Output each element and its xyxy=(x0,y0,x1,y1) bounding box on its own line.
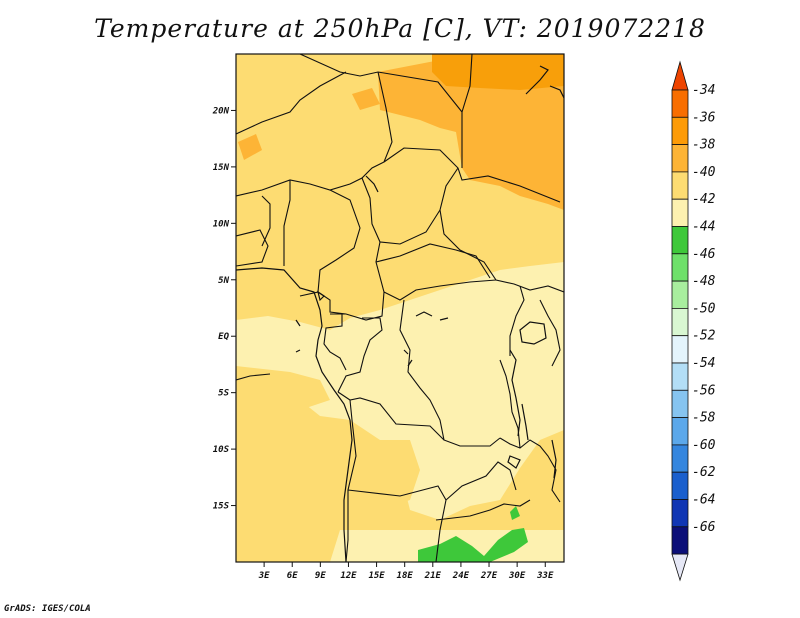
colorbar-label: -48 xyxy=(692,274,716,289)
lat-tick-label: 5N xyxy=(218,276,229,286)
colorbar-swatch xyxy=(671,335,689,364)
lat-tick-label: EQ xyxy=(218,332,229,342)
colorbar-label: -56 xyxy=(692,383,716,398)
colorbar-label: -66 xyxy=(692,520,716,535)
lon-tick-label: 12E xyxy=(340,571,357,581)
lon-tick-label: 6E xyxy=(287,571,298,581)
colorbar-swatch xyxy=(671,226,689,255)
map-title: Temperature at 250hPa [C], VT: 201907221… xyxy=(94,14,706,43)
colorbar-swatch xyxy=(671,499,689,528)
colorbar-top-triangle xyxy=(671,60,689,91)
field-band-40-mid xyxy=(236,222,564,300)
colorbar-label: -36 xyxy=(692,110,716,125)
longitude-axis: 3E 6E 9E 12E 15E 18E 21E 24E 27E 30E 33E xyxy=(258,562,554,581)
lon-tick-label: 18E xyxy=(397,571,414,581)
colorbar-swatch xyxy=(671,171,689,200)
field-band-40-west xyxy=(236,366,330,414)
colorbar-swatch xyxy=(671,144,689,173)
colorbar-label: -62 xyxy=(692,465,716,480)
lon-tick-label: 9E xyxy=(315,571,326,581)
lon-tick-label: 30E xyxy=(508,571,526,581)
field-band-42 xyxy=(236,262,564,520)
lat-tick-label: 15S xyxy=(213,502,230,512)
colorbar-bottom-triangle xyxy=(671,553,689,582)
colorbar-label: -52 xyxy=(692,329,716,344)
colorbar-label: -50 xyxy=(692,301,716,316)
colorbar-swatch xyxy=(671,253,689,282)
latitude-axis: 20N 15N 10N 5N EQ 5S 10S 15S xyxy=(212,106,236,512)
field-band-38 xyxy=(378,54,564,210)
lon-tick-label: 24E xyxy=(452,571,470,581)
colorbar-swatch xyxy=(671,198,689,227)
field-band-40-south xyxy=(236,520,340,562)
grads-credit: GrADS: IGES/COLA xyxy=(4,604,91,614)
lon-tick-label: 3E xyxy=(258,571,270,581)
lat-tick-label: 10N xyxy=(213,219,230,229)
colorbar-swatch xyxy=(671,471,689,500)
field-band-40-se xyxy=(360,440,420,510)
colorbar-label: -40 xyxy=(692,165,716,180)
colorbar-label: -38 xyxy=(692,138,716,153)
lon-tick-label: 21E xyxy=(424,571,442,581)
colorbar-swatch xyxy=(671,89,689,118)
colorbar-swatch xyxy=(671,307,689,337)
colorbar-label: -46 xyxy=(692,247,716,262)
colorbar-label: -58 xyxy=(692,411,716,426)
colorbar-swatch xyxy=(671,526,689,555)
colorbar-swatch xyxy=(671,444,689,473)
colorbar-swatch xyxy=(671,417,689,446)
country-borders xyxy=(236,54,564,562)
lat-tick-label: 10S xyxy=(213,445,230,455)
colorbar-swatch xyxy=(671,389,689,418)
lon-tick-label: 15E xyxy=(368,571,385,581)
map-frame xyxy=(235,53,565,563)
temperature-field xyxy=(236,54,564,562)
lat-tick-label: 5S xyxy=(218,389,229,399)
field-band-36 xyxy=(432,54,564,90)
lat-tick-label: 20N xyxy=(212,106,230,116)
colorbar-label: -44 xyxy=(692,220,715,235)
field-band-44-patch xyxy=(510,506,520,520)
lat-tick-label: 15N xyxy=(213,163,230,173)
colorbar-label: -54 xyxy=(692,356,715,371)
colorbar-label: -42 xyxy=(692,192,716,207)
colorbar-label: -64 xyxy=(692,493,715,508)
field-band-44 xyxy=(418,528,528,562)
field-band-38-patch2 xyxy=(238,134,262,160)
colorbar-swatch xyxy=(671,362,689,391)
lon-tick-label: 27E xyxy=(480,571,498,581)
lon-tick-label: 33E xyxy=(536,571,554,581)
field-band-38-patch xyxy=(352,88,380,110)
colorbar-swatch xyxy=(671,280,689,309)
coastlines xyxy=(236,65,564,562)
colorbar: -34 -36 -38 -40 -42 -44 -46 -48 -50 -52 -54 -56 -58 -… xyxy=(671,60,716,582)
colorbar-swatch xyxy=(671,116,689,146)
colorbar-label: -34 xyxy=(692,83,715,98)
colorbar-label: -60 xyxy=(692,438,716,453)
